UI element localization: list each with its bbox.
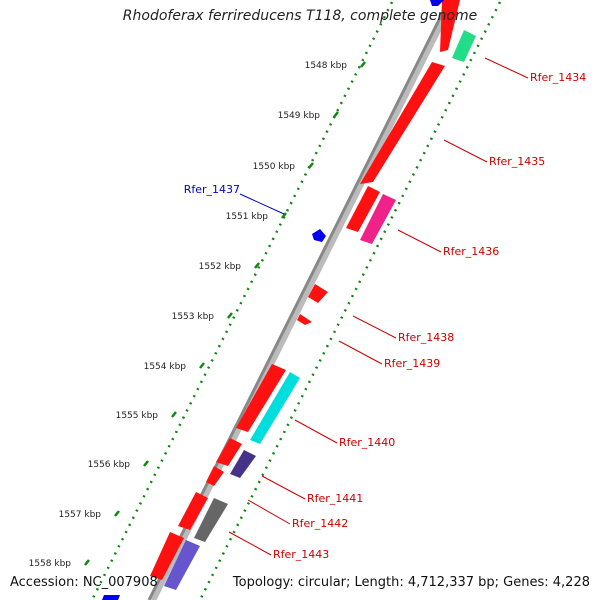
feature-rfer-1441 (230, 450, 256, 478)
feature-rfer-1442 (194, 498, 228, 542)
gene-label-rfer-1442[interactable]: Rfer_1442 (292, 517, 348, 530)
kbp-label: 1552 kbp (199, 262, 242, 272)
gene-arrow-rfer-1435 (360, 62, 445, 184)
kbp-tick-mark (254, 262, 260, 269)
kbp-label: 1556 kbp (88, 460, 131, 470)
gene-arrow-rfer-1443a (178, 492, 208, 530)
gene-arrow-rfer-1442a (206, 466, 224, 486)
gene-label-rfer-1438[interactable]: Rfer_1438 (398, 331, 454, 344)
gene-arrow-top (440, 0, 460, 52)
gene-arrow-rfer-1437 (312, 229, 326, 242)
leader-rfer-1443 (228, 531, 272, 556)
kbp-label: 1555 kbp (116, 411, 159, 421)
feature-top-blue (430, 0, 444, 6)
kbp-tick-mark (308, 162, 314, 169)
leader-rfer-1440 (294, 419, 338, 444)
feature-rfer-1440 (250, 372, 300, 444)
gene-label-rfer-1437[interactable]: Rfer_1437 (184, 183, 240, 196)
leader-rfer-1434 (484, 57, 529, 79)
leader-rfer-1439 (338, 340, 383, 365)
gene-arrow-rfer-1441a (216, 438, 242, 466)
feature-rfer-1436 (360, 194, 396, 244)
forward-genes (150, 0, 460, 580)
kbp-tick-mark (114, 510, 120, 517)
kbp-tick-mark (333, 111, 339, 118)
gene-label-rfer-1435[interactable]: Rfer_1435 (489, 155, 545, 168)
leader-rfer-1436 (397, 229, 442, 253)
kbp-tick-mark (143, 460, 149, 467)
leader-rfer-1438 (352, 315, 397, 339)
kbp-tick-mark (360, 61, 366, 68)
leader-rfer-1435 (443, 139, 488, 163)
gene-label-rfer-1439[interactable]: Rfer_1439 (384, 357, 440, 370)
kbp-tick-labels: 1548 kbp 1549 kbp 1550 kbp 1551 kbp 1552 kbp… (29, 61, 366, 569)
label-leaders (228, 57, 529, 556)
kbp-label: 1557 kbp (59, 510, 102, 520)
genome-title: Rhodoferax ferrireducens T118, complete … (122, 8, 478, 24)
gene-arrow-rfer-1439 (297, 314, 312, 325)
gene-arrow-rfer-1438 (308, 284, 328, 303)
accession-label: Accession: NC_007908 (10, 575, 158, 590)
kbp-label: 1548 kbp (305, 61, 348, 71)
kbp-tick-mark (171, 411, 177, 418)
feature-bottom-blue (102, 595, 120, 600)
kbp-tick-mark (199, 362, 205, 369)
kbp-label: 1550 kbp (253, 162, 296, 172)
feature-rfer-1443 (164, 540, 200, 590)
leader-rfer-1442 (247, 499, 291, 525)
gene-labels: Rfer_1434 Rfer_1435 Rfer_1436 Rfer_1437 Rfer… (184, 71, 587, 561)
kbp-tick-mark (227, 312, 233, 319)
gene-arrow-rfer-1436a (346, 186, 380, 232)
kbp-tick-mark (281, 212, 287, 219)
gene-label-rfer-1443[interactable]: Rfer_1443 (273, 548, 329, 561)
topology-label: Topology: circular; Length: 4,712,337 bp… (232, 575, 590, 590)
leader-rfer-1441 (261, 475, 306, 500)
gene-arrow-rfer-1440a (236, 364, 286, 432)
leader-rfer-1437 (239, 193, 285, 215)
gene-label-rfer-1440[interactable]: Rfer_1440 (339, 436, 395, 449)
inner-scale-line (198, 1, 502, 600)
kbp-label: 1553 kbp (172, 312, 215, 322)
kbp-tick-mark (84, 559, 90, 566)
kbp-label: 1558 kbp (29, 559, 72, 569)
gene-label-rfer-1441[interactable]: Rfer_1441 (307, 492, 363, 505)
feature-rfer-1434 (452, 30, 476, 62)
kbp-label: 1551 kbp (226, 212, 269, 222)
gene-label-rfer-1436[interactable]: Rfer_1436 (443, 245, 499, 258)
kbp-label: 1549 kbp (278, 111, 321, 121)
feature-bars (102, 0, 476, 600)
gene-arrow-bottom (150, 532, 184, 580)
gene-label-rfer-1434[interactable]: Rfer_1434 (530, 71, 586, 84)
kbp-label: 1554 kbp (144, 362, 187, 372)
outer-scale-line (90, 1, 394, 600)
